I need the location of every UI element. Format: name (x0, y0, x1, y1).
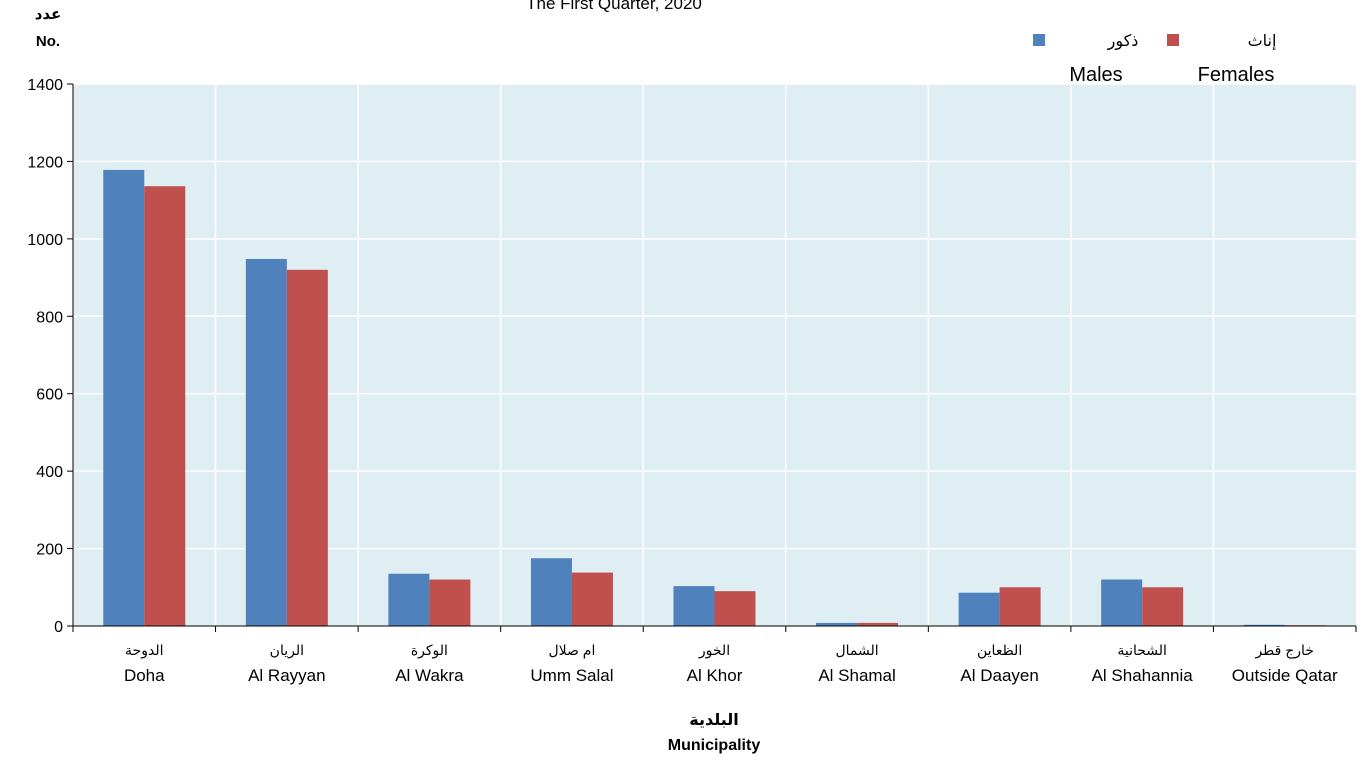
x-category-label: Al Khor (687, 666, 743, 685)
x-category-label-ar: الشحانية (1117, 642, 1167, 658)
x-category-labels: الدوحة Doha الريان Al Rayyan الوكرة Al Wakra ا… (124, 642, 1338, 685)
bar-females-doha (144, 186, 186, 626)
legend: ذكور Males إناث Females (1033, 33, 1276, 86)
bar-females-al-shahannia (1142, 587, 1184, 626)
legend-label-females: Females (1198, 64, 1275, 86)
y-tick-label: 200 (36, 542, 63, 559)
x-category-label: Al Shamal (818, 666, 895, 685)
x-category-label-ar: الدوحة (125, 642, 163, 659)
bar-males-al-khor (673, 586, 715, 626)
bar-females-al-wakra (429, 579, 471, 626)
x-category-label: Umm Salal (530, 666, 613, 685)
bar-males-al-rayyan (245, 258, 287, 626)
bar-females-al-rayyan (286, 269, 328, 626)
bar-males-al-shahannia (1101, 579, 1143, 626)
bar-females-umm-salal (571, 572, 613, 626)
bar-females-al-daayen (999, 587, 1041, 626)
legend-label-ar-males: ذكور (1107, 33, 1139, 51)
chart-title: The First Quarter, 2020 (526, 0, 702, 13)
bar-males-al-wakra (388, 573, 430, 626)
x-category-label: Outside Qatar (1232, 666, 1338, 685)
bar-males-umm-salal (530, 558, 572, 626)
x-category-label-ar: ام صلال (549, 642, 596, 658)
x-category-label: Doha (124, 666, 165, 685)
x-category-label-ar: الخور (698, 642, 730, 659)
y-axis-label: No. (36, 33, 60, 50)
x-category-label: Al Wakra (395, 666, 464, 685)
legend-swatch-females (1167, 34, 1179, 46)
x-category-label-ar: الريان (270, 642, 304, 659)
bars (103, 169, 1326, 626)
bar-males-al-daayen (958, 592, 1000, 626)
legend-label-males: Males (1069, 64, 1122, 86)
x-category-label-ar: الوكرة (411, 642, 448, 659)
x-category-label: Al Daayen (960, 666, 1038, 685)
x-category-label-ar: الشمال (835, 642, 878, 658)
y-tick-label: 400 (36, 464, 63, 481)
y-tick-label: 1400 (27, 77, 63, 94)
y-tick-labels: 0 200 400 600 800 1000 1200 1400 (27, 77, 63, 636)
x-axis-label: Municipality (668, 737, 761, 754)
legend-swatch-males (1033, 34, 1045, 46)
x-category-label: Al Shahannia (1092, 666, 1194, 685)
legend-label-ar-females: إناث (1248, 33, 1277, 50)
axes (67, 83, 1357, 632)
bar-females-al-khor (714, 591, 756, 626)
y-tick-label: 0 (54, 619, 63, 636)
y-tick-label: 800 (36, 309, 63, 326)
x-category-label-ar: خارج قطر (1254, 642, 1314, 659)
x-category-label: Al Rayyan (248, 666, 325, 685)
y-tick-label: 1000 (27, 232, 63, 249)
x-category-label-ar: الظعاين (977, 642, 1022, 659)
bar-males-outside-qatar (1243, 624, 1285, 626)
bar-females-al-shamal (857, 622, 899, 626)
y-axis-label-ar: عدد (35, 6, 62, 23)
bar-males-al-shamal (816, 622, 858, 626)
bar-males-doha (103, 169, 145, 626)
x-axis-label-ar: البلدية (689, 712, 739, 729)
y-tick-label: 600 (36, 387, 63, 404)
y-tick-label: 1200 (27, 154, 63, 171)
